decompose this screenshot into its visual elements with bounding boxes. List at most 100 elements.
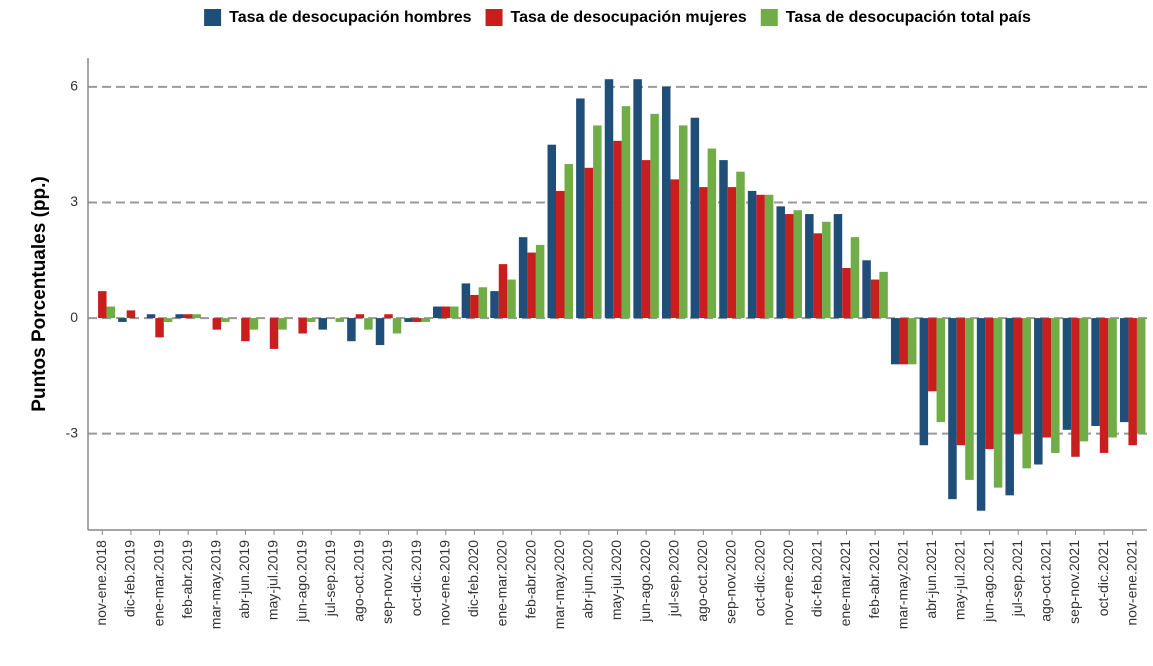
bar xyxy=(192,314,201,319)
bar xyxy=(690,117,700,319)
bar xyxy=(1034,318,1043,465)
bar xyxy=(678,125,688,319)
x-tick-label: ago-oct.2019 xyxy=(351,540,367,622)
x-tick-label: ago-oct.2020 xyxy=(694,540,710,622)
x-tick-label: abr-jun.2021 xyxy=(923,540,939,619)
bar xyxy=(661,86,671,319)
x-tick-label: jun-ago.2019 xyxy=(293,540,309,623)
bar xyxy=(1136,318,1146,434)
bar xyxy=(899,318,908,365)
bar xyxy=(736,171,745,319)
x-tick-label: ago-oct.2021 xyxy=(1038,540,1054,622)
bar xyxy=(470,294,479,319)
x-tick-label: may-jul.2021 xyxy=(952,540,968,620)
bar xyxy=(249,318,259,330)
bar xyxy=(461,283,471,319)
bar xyxy=(183,314,193,319)
x-tick-label: jun-ago.2020 xyxy=(637,540,653,623)
bar xyxy=(936,318,946,423)
bar xyxy=(747,190,757,319)
bar xyxy=(784,214,794,319)
bar xyxy=(1005,318,1014,496)
bar xyxy=(833,214,843,319)
bar xyxy=(1051,318,1060,453)
x-tick-label: feb-abr.2019 xyxy=(179,540,195,619)
legend-label: Tasa de desocupación hombres xyxy=(229,9,472,26)
bar xyxy=(1013,318,1023,434)
x-tick-label: mar-may.2020 xyxy=(551,540,567,629)
x-tick-label: feb-abr.2020 xyxy=(522,540,538,619)
x-tick-label: abr-jun.2019 xyxy=(236,540,252,619)
y-tick-label: 0 xyxy=(70,309,78,325)
bar xyxy=(490,291,499,319)
bar xyxy=(1099,318,1109,453)
bar xyxy=(318,318,328,330)
bar xyxy=(241,318,250,342)
bar xyxy=(919,318,929,446)
bar xyxy=(1071,318,1080,457)
bar xyxy=(498,264,508,319)
bar xyxy=(862,260,871,319)
bar xyxy=(842,267,851,319)
bar xyxy=(221,318,230,322)
bar xyxy=(822,221,831,319)
bar xyxy=(593,125,602,319)
legend-swatch xyxy=(760,9,778,26)
bar xyxy=(1108,318,1117,438)
bar xyxy=(298,318,307,334)
legend-label: Tasa de desocupación total país xyxy=(786,9,1031,26)
x-tick-label: oct-dic.2020 xyxy=(751,540,767,616)
x-tick-label: sep-nov.2019 xyxy=(379,540,395,624)
bar xyxy=(776,206,785,319)
bar xyxy=(146,314,156,319)
bar xyxy=(670,179,679,319)
x-tick-label: may-jul.2019 xyxy=(265,540,281,620)
bar xyxy=(175,314,184,319)
x-tick-label: feb-abr.2021 xyxy=(866,540,882,619)
x-tick-label: abr-jun.2020 xyxy=(580,540,596,619)
bar xyxy=(126,310,136,319)
bar xyxy=(756,194,765,319)
x-tick-label: ene-mar.2020 xyxy=(494,540,510,627)
bar xyxy=(478,287,488,319)
bar xyxy=(269,318,279,349)
bar xyxy=(965,318,974,480)
bar xyxy=(719,160,728,319)
x-tick-label: mar-may.2021 xyxy=(894,540,910,629)
bar xyxy=(106,306,116,319)
bar xyxy=(278,318,287,330)
bar xyxy=(98,291,107,319)
bar xyxy=(212,318,222,330)
bar xyxy=(621,106,631,319)
bar xyxy=(805,214,814,319)
bar xyxy=(1079,318,1089,442)
y-tick-label: 6 xyxy=(70,78,78,94)
bar xyxy=(633,79,642,319)
bar xyxy=(850,237,860,319)
bar xyxy=(375,318,385,346)
bar xyxy=(306,318,316,322)
x-tick-label: ene-mar.2019 xyxy=(150,540,166,627)
bar xyxy=(699,187,708,319)
bar xyxy=(507,279,516,319)
bar xyxy=(993,318,1003,488)
bar xyxy=(956,318,966,446)
bar xyxy=(421,318,430,322)
bar xyxy=(1119,318,1129,423)
bar xyxy=(764,194,774,319)
bar xyxy=(163,318,173,322)
bar xyxy=(650,113,659,319)
x-tick-label: jul-sep.2019 xyxy=(322,540,338,617)
x-tick-label: ene-mar.2021 xyxy=(837,540,853,627)
bar xyxy=(535,244,545,319)
bar xyxy=(890,318,900,365)
bar xyxy=(364,318,373,330)
x-tick-label: sep-nov.2021 xyxy=(1066,540,1082,624)
bar xyxy=(118,318,127,322)
x-tick-label: jun-ago.2021 xyxy=(980,540,996,623)
y-axis-label: Puntos Porcentuales (pp.) xyxy=(29,176,50,411)
x-tick-label: jul-sep.2020 xyxy=(665,540,681,617)
x-tick-label: dic-feb.2021 xyxy=(809,540,825,617)
x-tick-label: may-jul.2020 xyxy=(608,540,624,620)
